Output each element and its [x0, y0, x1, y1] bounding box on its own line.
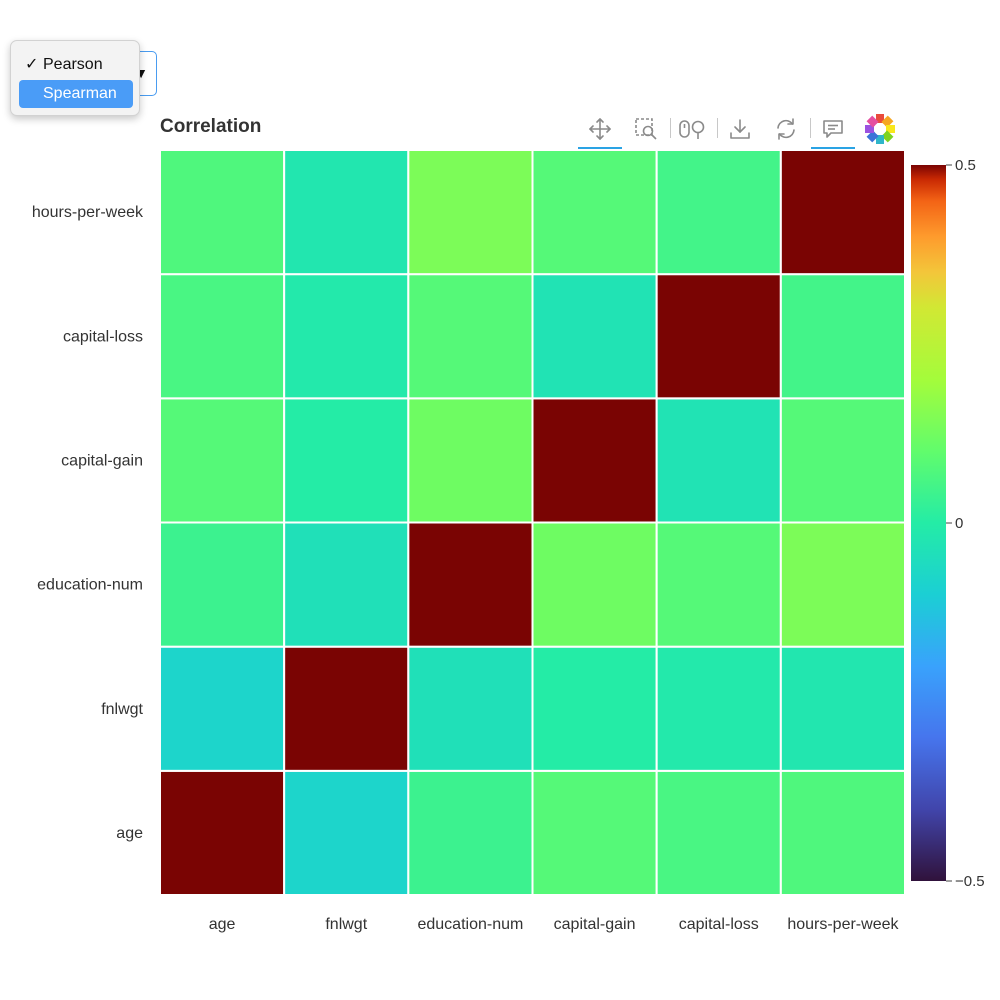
- heatmap-cell-age-fnlwgt[interactable]: [283, 769, 410, 896]
- heatmap-cell-hours-per-week-age[interactable]: [159, 149, 286, 276]
- tooltip-icon: [823, 120, 843, 138]
- y-tick-label: capital-gain: [61, 452, 143, 469]
- save-tool[interactable]: [718, 110, 762, 148]
- heatmap-cell-education-num-capital-loss[interactable]: [655, 521, 782, 648]
- heatmap-cell-capital-loss-fnlwgt[interactable]: [283, 273, 410, 400]
- heatmap-cell-capital-gain-fnlwgt[interactable]: [283, 397, 410, 524]
- colorbar: [911, 165, 946, 881]
- option-spearman[interactable]: Spearman: [19, 80, 133, 108]
- wheel-zoom-tool[interactable]: [671, 110, 715, 148]
- option-label: Pearson: [43, 56, 103, 73]
- colorbar-tick-label: 0: [955, 515, 963, 532]
- heatmap-cell-capital-loss-age[interactable]: [159, 273, 286, 400]
- heatmap-cell-capital-loss-hours-per-week[interactable]: [779, 273, 906, 400]
- heatmap-cell-hours-per-week-capital-gain[interactable]: [531, 149, 658, 276]
- bokeh-logo-icon: [865, 114, 895, 144]
- heatmap-cell-education-num-hours-per-week[interactable]: [779, 521, 906, 648]
- heatmap-cell-fnlwgt-capital-gain[interactable]: [531, 645, 658, 772]
- heatmap-cell-fnlwgt-age[interactable]: [159, 645, 286, 772]
- heatmap-cell-education-num-education-num[interactable]: [407, 521, 534, 648]
- heatmap-cell-fnlwgt-education-num[interactable]: [407, 645, 534, 772]
- toolbar-separator: [810, 118, 811, 138]
- heatmap-cell-education-num-fnlwgt[interactable]: [283, 521, 410, 648]
- y-tick-label: hours-per-week: [32, 204, 144, 221]
- heatmap-cell-education-num-age[interactable]: [159, 521, 286, 648]
- colorbar-ticks: 0.5 0 −0.5: [946, 157, 985, 890]
- x-tick-label: hours-per-week: [787, 916, 899, 933]
- hover-tool[interactable]: [811, 110, 855, 150]
- heatmap-cell-capital-loss-capital-gain[interactable]: [531, 273, 658, 400]
- x-axis-labels: age fnlwgt education-num capital-gain capita…: [209, 916, 900, 933]
- heatmap-cell-capital-loss-education-num[interactable]: [407, 273, 534, 400]
- heatmap-cell-hours-per-week-education-num[interactable]: [407, 149, 534, 276]
- heatmap-cell-fnlwgt-capital-loss[interactable]: [655, 645, 782, 772]
- heatmap-cell-fnlwgt-fnlwgt[interactable]: [283, 645, 410, 772]
- heatmap-cell-hours-per-week-capital-loss[interactable]: [655, 149, 782, 276]
- download-icon: [730, 119, 750, 139]
- box-zoom-icon: [635, 118, 657, 140]
- option-label: Spearman: [43, 85, 117, 102]
- refresh-icon: [777, 118, 795, 140]
- heatmap-cell-capital-loss-capital-loss[interactable]: [655, 273, 782, 400]
- heatmap-cell-age-education-num[interactable]: [407, 769, 534, 896]
- bokeh-logo[interactable]: [858, 110, 902, 148]
- heatmap-cell-capital-gain-capital-gain[interactable]: [531, 397, 658, 524]
- heatmap-cell-age-hours-per-week[interactable]: [779, 769, 906, 896]
- heatmap-cell-hours-per-week-fnlwgt[interactable]: [283, 149, 410, 276]
- box-zoom-tool[interactable]: [624, 110, 668, 148]
- reset-tool[interactable]: [764, 110, 808, 148]
- wheel-zoom-icon: [679, 120, 705, 139]
- heatmap-cell-fnlwgt-hours-per-week[interactable]: [779, 645, 906, 772]
- y-tick-label: fnlwgt: [101, 701, 143, 718]
- checkmark-icon: ✓: [25, 56, 39, 73]
- colorbar-tick-label: −0.5: [955, 873, 985, 890]
- heatmap-cell-education-num-capital-gain[interactable]: [531, 521, 658, 648]
- heatmap-cell-age-capital-loss[interactable]: [655, 769, 782, 896]
- move-arrows-icon: [589, 118, 611, 140]
- colorbar-tick-label: 0.5: [955, 157, 976, 174]
- method-dropdown-menu: ✓ Pearson Spearman: [10, 40, 140, 116]
- toolbar-separator: [670, 118, 671, 138]
- heatmap-cell-capital-gain-age[interactable]: [159, 397, 286, 524]
- x-tick-label: capital-gain: [554, 916, 636, 933]
- chart-toolbar: [578, 110, 898, 150]
- heatmap-cell-capital-gain-capital-loss[interactable]: [655, 397, 782, 524]
- y-tick-label: education-num: [37, 577, 143, 594]
- toolbar-separator: [717, 118, 718, 138]
- pan-tool[interactable]: [578, 110, 622, 150]
- x-tick-label: education-num: [417, 916, 523, 933]
- x-tick-label: fnlwgt: [325, 916, 367, 933]
- x-tick-label: capital-loss: [679, 916, 759, 933]
- y-tick-label: age: [116, 825, 143, 842]
- x-tick-label: age: [209, 916, 236, 933]
- y-axis-labels: age fnlwgt education-num capital-gain capita…: [32, 204, 144, 842]
- heatmap-cell-capital-gain-education-num[interactable]: [407, 397, 534, 524]
- heatmap-cell-age-capital-gain[interactable]: [531, 769, 658, 896]
- heatmap-cell-hours-per-week-hours-per-week[interactable]: [779, 149, 906, 276]
- heatmap-cell-age-age[interactable]: [159, 769, 286, 896]
- heatmap-cell-capital-gain-hours-per-week[interactable]: [779, 397, 906, 524]
- y-tick-label: capital-loss: [63, 328, 143, 345]
- heatmap-cells: [159, 149, 906, 896]
- option-pearson[interactable]: ✓ Pearson: [19, 51, 133, 79]
- chart-title: Correlation: [160, 116, 262, 137]
